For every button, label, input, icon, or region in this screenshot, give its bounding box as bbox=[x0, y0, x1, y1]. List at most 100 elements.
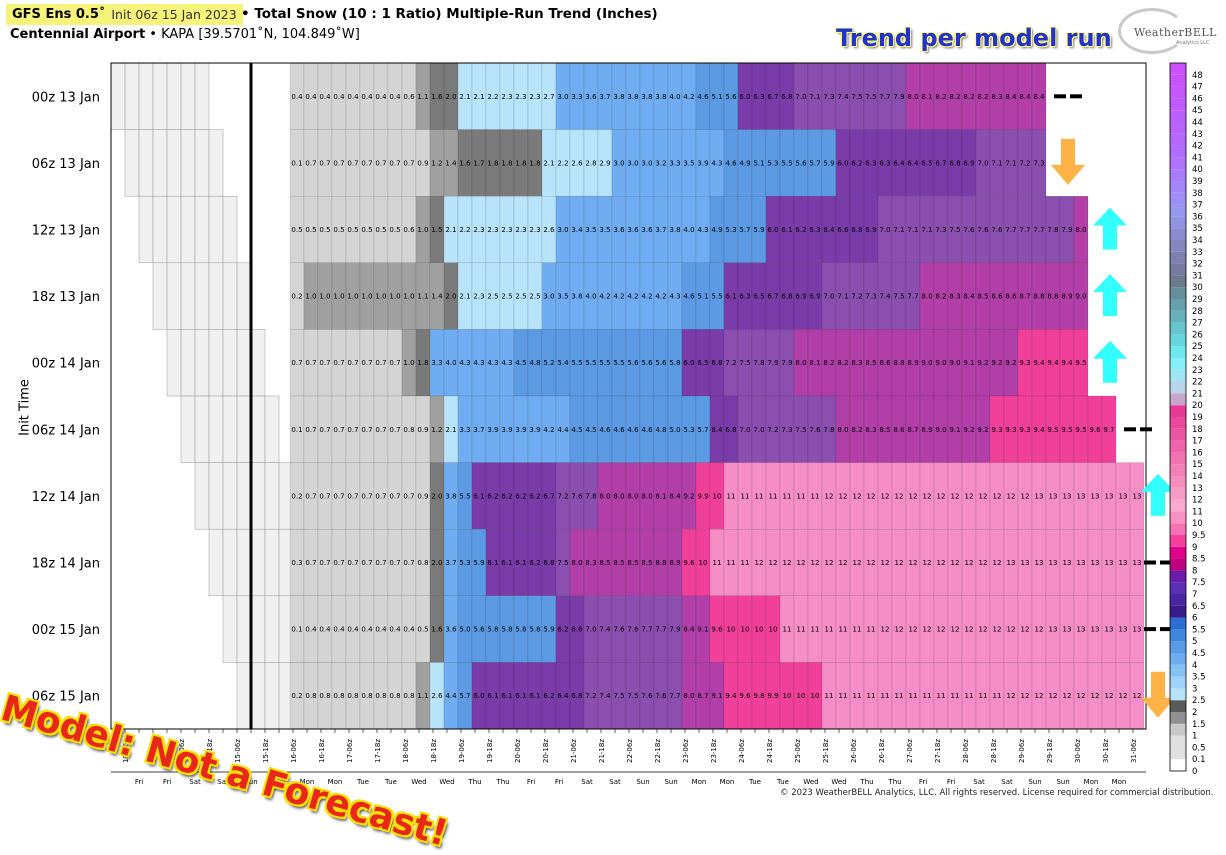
x-day-label: Mon bbox=[720, 778, 735, 786]
cell-value: 9.5 bbox=[1047, 426, 1058, 434]
cell-value: 0.7 bbox=[389, 359, 400, 367]
x-day-label: Sun bbox=[1056, 778, 1069, 786]
cell-value: 7.5 bbox=[949, 226, 960, 234]
cell-value: 4.4 bbox=[557, 426, 569, 434]
cell-value: 3.6 bbox=[445, 626, 457, 634]
cell-value: 4.2 bbox=[627, 293, 638, 301]
cell-value: 6.4 bbox=[711, 426, 723, 434]
cell-value: 5.1 bbox=[711, 93, 722, 101]
cell-value: 11 bbox=[797, 492, 806, 500]
cell-value: 3.5 bbox=[599, 226, 610, 234]
cell-value: 6.7 bbox=[935, 159, 946, 167]
cell-value: 4.6 bbox=[641, 426, 653, 434]
cell-value: 6.8 bbox=[781, 93, 792, 101]
cell-value: 8.4 bbox=[1019, 93, 1031, 101]
cell-value: 0.5 bbox=[305, 226, 316, 234]
cell-value: 3.9 bbox=[501, 426, 512, 434]
weatherbell-logo: WeatherBELL Analytics LLC bbox=[1118, 6, 1218, 54]
cell-value: 13 bbox=[1035, 492, 1044, 500]
cell-value: 12 bbox=[881, 492, 890, 500]
empty-cell bbox=[194, 395, 210, 463]
colorbar-label: 25 bbox=[1192, 342, 1203, 352]
colorbar-label: 3 bbox=[1192, 684, 1197, 694]
colorbar-label: 21 bbox=[1192, 389, 1203, 399]
cell-value: 3.6 bbox=[613, 226, 625, 234]
cell-value: 0.4 bbox=[361, 93, 373, 101]
x-tick-label: 19-18z bbox=[486, 739, 494, 763]
x-tick-label: 15-18z bbox=[262, 739, 270, 763]
colorbar-swatch bbox=[1170, 369, 1186, 382]
cell-value: 7.7 bbox=[1019, 226, 1030, 234]
cell-value: 2.3 bbox=[515, 226, 526, 234]
x-tick-label: 30-06z bbox=[1074, 739, 1082, 763]
cell-value: 6.0 bbox=[473, 692, 484, 700]
cell-value: 12 bbox=[811, 559, 820, 567]
cell-value: 2.3 bbox=[473, 226, 484, 234]
cell-value: 0.5 bbox=[375, 226, 386, 234]
colorbar-swatch bbox=[1170, 275, 1186, 288]
cell-value: 0.9 bbox=[417, 492, 428, 500]
cell-value: 7.0 bbox=[753, 426, 764, 434]
empty-cell bbox=[250, 462, 266, 530]
cell-value: 5.3 bbox=[767, 159, 778, 167]
cell-value: 12 bbox=[853, 559, 862, 567]
init-time: Init 06z 15 Jan 2023 bbox=[111, 7, 237, 22]
cell-value: 12 bbox=[993, 492, 1002, 500]
cell-value: 4.5 bbox=[571, 426, 582, 434]
colorbar-swatch bbox=[1170, 133, 1186, 146]
colorbar-label: 2.5 bbox=[1192, 696, 1206, 706]
cell-value: 12 bbox=[867, 492, 876, 500]
row-label: 00z 13 Jan bbox=[32, 90, 100, 105]
cell-value: 8.9 bbox=[921, 426, 932, 434]
colorbar-label: 2 bbox=[1192, 708, 1197, 718]
cell-value: 3.6 bbox=[585, 93, 597, 101]
cell-value: 2.9 bbox=[599, 159, 610, 167]
cell-value: 8.8 bbox=[893, 359, 904, 367]
model-badge: GFS Ens 0.5˚ Init 06z 15 Jan 2023 bbox=[6, 4, 243, 25]
empty-cell bbox=[152, 62, 168, 130]
cell-value: 0.7 bbox=[319, 359, 330, 367]
colorbar-label: 28 bbox=[1192, 307, 1203, 317]
cell-value: 8.4 bbox=[683, 626, 695, 634]
empty-cell bbox=[208, 462, 224, 530]
flat-dash bbox=[1070, 94, 1082, 99]
cell-value: 7.8 bbox=[823, 426, 834, 434]
logo-ring bbox=[1118, 8, 1186, 54]
cell-value: 8.9 bbox=[669, 559, 680, 567]
cell-value: 2.0 bbox=[445, 93, 456, 101]
empty-cell bbox=[250, 329, 266, 397]
cell-value: 7.8 bbox=[585, 492, 596, 500]
cell-value: 5.5 bbox=[781, 159, 792, 167]
x-tick-label: 22-06z bbox=[626, 739, 634, 763]
cell-value: 11 bbox=[867, 692, 876, 700]
colorbar-swatch bbox=[1170, 216, 1186, 229]
cell-value: 7.5 bbox=[557, 559, 568, 567]
cell-value: 4.3 bbox=[501, 359, 512, 367]
cell-value: 6.9 bbox=[865, 226, 876, 234]
cell-value: 6.2 bbox=[851, 159, 862, 167]
cell-value: 0.8 bbox=[305, 692, 316, 700]
cell-value: 0.7 bbox=[347, 492, 358, 500]
row-label: 06z 13 Jan bbox=[32, 157, 100, 172]
x-day-label: Fri bbox=[135, 778, 143, 786]
cell-value: 12 bbox=[965, 559, 974, 567]
cell-value: 12 bbox=[937, 626, 946, 634]
colorbar-swatch bbox=[1170, 605, 1186, 618]
x-tick-label: 20-06z bbox=[514, 739, 522, 763]
cell-value: 0.7 bbox=[305, 159, 316, 167]
colorbar-swatch bbox=[1170, 122, 1186, 134]
cell-value: 9.5 bbox=[1075, 426, 1086, 434]
colorbar-label: 29 bbox=[1192, 295, 1203, 305]
colorbar-swatch bbox=[1170, 181, 1186, 193]
cell-value: 4.2 bbox=[683, 93, 694, 101]
empty-cell bbox=[222, 195, 238, 264]
cell-value: 7.7 bbox=[655, 626, 666, 634]
x-tick-label: 13-06z bbox=[122, 739, 130, 763]
x-tick-label: 20-18z bbox=[542, 739, 550, 763]
colorbar: 0 0.1 0.51 1.5 2 2.5 33.5 4 4.5 5 5.56 6.5 7 7.5 88.5 9… bbox=[1169, 62, 1206, 777]
cell-value: 1.1 bbox=[417, 692, 428, 700]
cell-value: 8.6 bbox=[991, 293, 1003, 301]
cell-value: 13 bbox=[1133, 559, 1142, 567]
x-tick-label: 27-18z bbox=[934, 739, 942, 763]
x-day-label: Fri bbox=[947, 778, 955, 786]
